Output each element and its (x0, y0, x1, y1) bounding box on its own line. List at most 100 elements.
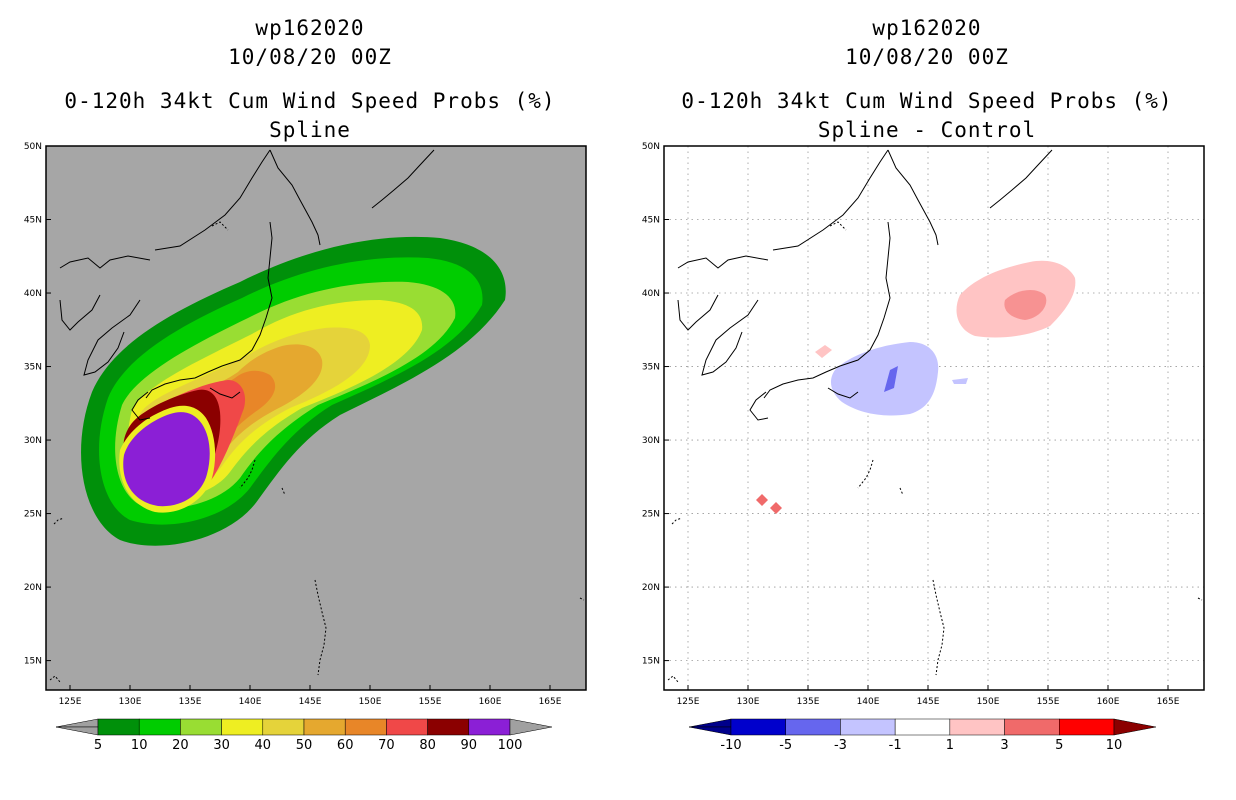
right-datetime: 10/08/20 00Z (845, 45, 1009, 69)
colorbar-swatch (344, 718, 387, 736)
colorbar-over-triangle (509, 718, 553, 736)
colorbar-swatch (386, 718, 428, 736)
colorbar-swatch (949, 718, 1005, 736)
diff-positive-small-2 (770, 502, 782, 514)
lat-label: 45N (24, 216, 42, 226)
colorbar-swatch (427, 718, 470, 736)
right-map-background (664, 146, 1204, 690)
colorbar-swatch (894, 718, 951, 736)
colorbar-swatch (262, 718, 305, 736)
colorbar-swatch (840, 718, 896, 736)
lon-label: 165E (539, 697, 562, 707)
right-colorbar: -10 -5 -3 -1 1 3 5 10 (688, 718, 1157, 753)
lon-label: 155E (419, 697, 442, 707)
colorbar-swatch (138, 718, 181, 736)
lon-label: 130E (737, 697, 760, 707)
lat-label: 45N (642, 216, 660, 226)
colorbar-label: 5 (94, 738, 102, 753)
lon-label: 125E (677, 697, 700, 707)
lon-label: 140E (857, 697, 880, 707)
colorbar-label: 40 (255, 738, 272, 753)
left-map: 50N 45N 40N 35N 30N 25N 20N 15N 125E 130E 135E 140… (24, 142, 587, 707)
colorbar-label: 70 (378, 738, 395, 753)
colorbar-swatch (1059, 718, 1115, 736)
left-colorbar: 5 10 20 30 40 50 60 70 80 90 100 (55, 718, 553, 753)
colorbar-swatch (303, 718, 346, 736)
lon-label: 160E (479, 697, 502, 707)
lat-label: 35N (24, 363, 42, 373)
right-lon-ticks: 125E 130E 135E 140E 145E 150E 155E 160E 165E (677, 685, 1180, 707)
colorbar-over-triangle (1113, 718, 1157, 736)
lat-label: 30N (642, 436, 660, 446)
lat-label: 25N (24, 510, 42, 520)
lon-label: 150E (359, 697, 382, 707)
colorbar-swatch (468, 718, 511, 736)
left-product-title: 0-120h 34kt Cum Wind Speed Probs (%) (64, 89, 556, 113)
lon-label: 145E (917, 697, 940, 707)
lon-label: 140E (239, 697, 262, 707)
diff-negative-core (884, 366, 898, 392)
lat-label: 50N (24, 142, 42, 152)
colorbar-under-triangle-lower (688, 726, 732, 736)
colorbar-label: 5 (1055, 738, 1063, 753)
colorbar-label: -1 (889, 738, 902, 753)
lon-label: 145E (299, 697, 322, 707)
left-lon-ticks: 125E 130E 135E 140E 145E 150E 155E 160E 165E (59, 685, 562, 707)
colorbar-label: 50 (296, 738, 313, 753)
right-product-title: 0-120h 34kt Cum Wind Speed Probs (%) (681, 89, 1173, 113)
left-lat-ticks: 50N 45N 40N 35N 30N 25N 20N 15N (24, 142, 51, 667)
colorbar-label: -10 (720, 738, 741, 753)
colorbar-under-triangle-lower (55, 726, 99, 736)
left-subtitle: Spline (269, 118, 351, 142)
colorbar-swatch (730, 718, 786, 736)
colorbar-label: 100 (498, 738, 523, 753)
colorbar-swatch (180, 718, 222, 736)
left-datetime: 10/08/20 00Z (228, 45, 392, 69)
lat-label: 40N (642, 289, 660, 299)
colorbar-swatch (1004, 718, 1060, 736)
prob-band-100 (123, 412, 210, 507)
lat-label: 15N (642, 657, 660, 667)
diff-positive-east-core (1004, 289, 1047, 320)
colorbar-swatch (97, 718, 140, 736)
left-storm-id: wp162020 (255, 16, 365, 40)
colorbar-under-triangle (55, 718, 99, 728)
diff-positive-small-1 (756, 494, 768, 506)
lon-label: 135E (797, 697, 820, 707)
right-map-frame (663, 145, 1205, 691)
colorbar-label: 10 (131, 738, 148, 753)
lon-label: 160E (1097, 697, 1120, 707)
lat-label: 40N (24, 289, 42, 299)
right-storm-id: wp162020 (872, 16, 982, 40)
colorbar-swatch (785, 718, 841, 736)
right-map: 50N 45N 40N 35N 30N 25N 20N 15N 125E 130E 135E 140… (642, 142, 1205, 707)
colorbar-label: 20 (172, 738, 189, 753)
right-lat-ticks: 50N 45N 40N 35N 30N 25N 20N 15N (642, 142, 669, 667)
left-map-frame (45, 145, 587, 691)
lon-label: 135E (179, 697, 202, 707)
lon-label: 130E (119, 697, 142, 707)
lat-label: 50N (642, 142, 660, 152)
colorbar-label: 80 (419, 738, 436, 753)
lat-label: 25N (642, 510, 660, 520)
lat-label: 35N (642, 363, 660, 373)
colorbar-label: 10 (1106, 738, 1123, 753)
colorbar-label: 30 (213, 738, 230, 753)
lon-label: 155E (1037, 697, 1060, 707)
colorbar-label: 3 (1000, 738, 1008, 753)
colorbar-label: 90 (461, 738, 478, 753)
colorbar-label: -3 (834, 738, 847, 753)
lat-label: 20N (642, 583, 660, 593)
right-subtitle: Spline - Control (817, 118, 1037, 142)
lon-label: 125E (59, 697, 82, 707)
colorbar-label: 60 (337, 738, 354, 753)
lon-label: 165E (1157, 697, 1180, 707)
lon-label: 150E (977, 697, 1000, 707)
colorbar-under-triangle (688, 718, 732, 728)
lat-label: 15N (24, 657, 42, 667)
lat-label: 30N (24, 436, 42, 446)
diff-positive-west (815, 345, 832, 358)
colorbar-swatch (221, 718, 264, 736)
lat-label: 20N (24, 583, 42, 593)
